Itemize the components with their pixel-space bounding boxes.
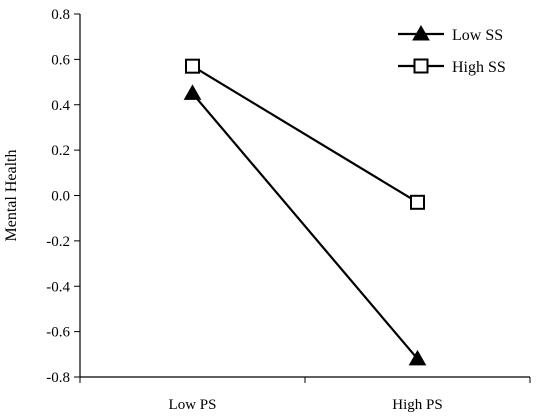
legend: Low SS High SS	[398, 24, 506, 76]
legend-marker	[412, 24, 430, 41]
series-line	[191, 65, 419, 204]
y-tick-label: -0.2	[46, 234, 70, 250]
series-low-ss	[183, 84, 427, 366]
legend-label: Low SS	[452, 27, 503, 44]
y-tick-label: -0.4	[46, 279, 70, 295]
y-tick-label: 0.8	[51, 7, 70, 23]
data-point	[185, 58, 200, 74]
legend-marker	[413, 58, 429, 74]
y-axis-ticks: 0.8 0.6 0.4 0.2 0.0 -0.2 -0.4 -0.6 -0.8	[46, 7, 80, 386]
legend-label: High SS	[452, 59, 506, 76]
legend-item: Low SS	[398, 24, 503, 44]
data-point	[408, 349, 427, 366]
y-axis-label: Mental Health	[3, 150, 20, 242]
y-tick-label: 0.0	[51, 189, 70, 205]
x-tick-label: Low PS	[169, 397, 217, 413]
series-layer	[183, 58, 427, 366]
data-point	[410, 194, 425, 210]
y-tick-label: 0.6	[51, 52, 70, 68]
y-tick-label: 0.2	[51, 143, 70, 159]
y-tick-label: -0.6	[46, 325, 70, 341]
data-point	[183, 84, 202, 100]
legend-item: High SS	[398, 58, 506, 76]
x-axis-ticks: Low PS High PS	[79, 377, 531, 413]
x-tick-label: High PS	[392, 397, 442, 413]
series-high-ss	[185, 58, 425, 210]
series-line	[191, 92, 419, 360]
y-tick-label: -0.8	[46, 370, 70, 386]
y-tick-label: 0.4	[51, 98, 70, 114]
